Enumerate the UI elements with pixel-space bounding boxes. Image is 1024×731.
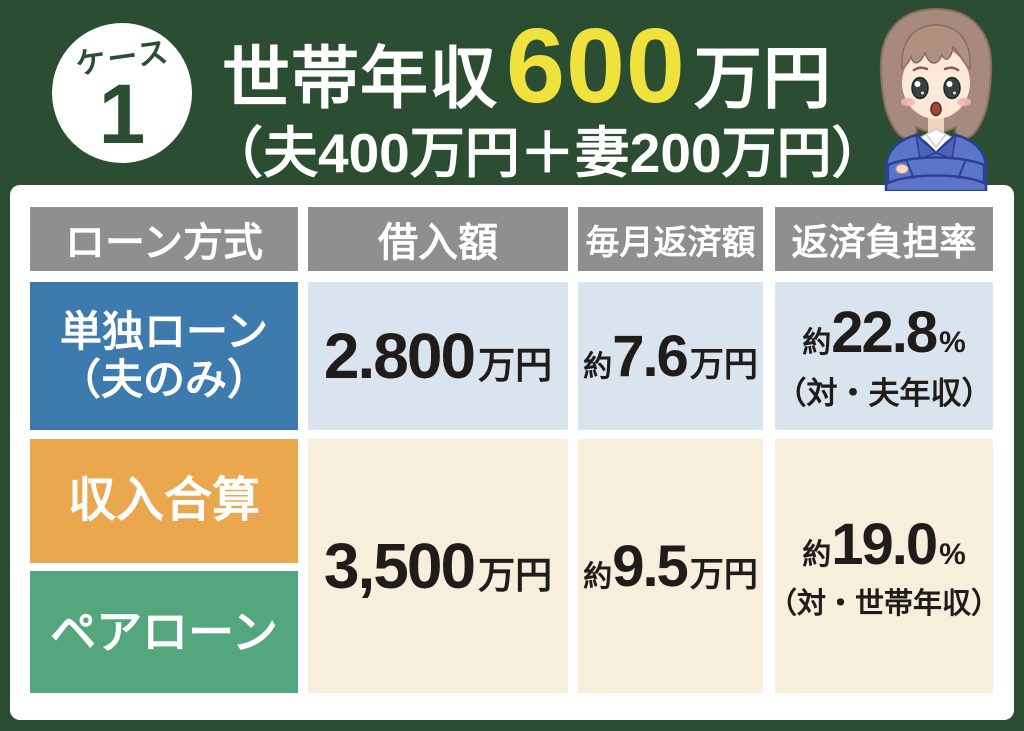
page-title: 世帯年収 600 万円 （夫400万円＋妻200万円）: [208, 6, 887, 188]
case-badge-number: 1: [98, 67, 146, 162]
column-header-borrowed-amount: 借入額: [308, 207, 568, 271]
case-badge: ケース 1: [52, 23, 192, 163]
merged-ratio-note: （対・世帯年収）: [768, 587, 1001, 620]
single-loan-borrowed-amount: 2.800 万円: [308, 282, 568, 430]
title-subtitle: （夫400万円＋妻200万円）: [208, 122, 887, 184]
column-header-repayment-ratio: 返済負担率: [775, 207, 993, 271]
case-badge-label: ケース: [73, 35, 172, 82]
title-unit: 万円: [693, 41, 832, 117]
mascot-eye-left: [911, 76, 929, 100]
merged-monthly-value: 9.5: [612, 533, 689, 599]
title-amount-highlight: 600: [506, 7, 686, 125]
single-loan-label-line2: （夫のみ）: [58, 356, 269, 403]
single-ratio-value: 22.8: [831, 300, 938, 365]
merged-borrow-unit: 万円: [478, 555, 553, 596]
merged-ratio-value: 19.0: [831, 511, 938, 577]
merged-ratio-percent-sign: %: [939, 537, 966, 571]
single-monthly-approx: 約: [583, 350, 613, 383]
single-loan-monthly-repayment: 約 7.6 万円: [578, 282, 763, 430]
single-loan-label-line1: 単独ローン: [60, 307, 268, 355]
column-header-loan-type: ローン方式: [30, 207, 298, 271]
pair-loan-label: ペアローン: [50, 605, 278, 658]
single-monthly-unit: 万円: [689, 345, 758, 384]
merged-monthly-unit: 万円: [689, 555, 758, 594]
single-ratio-percent-sign: %: [939, 326, 966, 359]
merged-borrow-value: 3,500: [323, 530, 476, 602]
row-label-combined-income: 収入合算: [30, 439, 298, 563]
merged-borrowed-amount: 3,500 万円: [308, 439, 568, 693]
mascot-mouth: [930, 101, 942, 117]
single-ratio-approx: 約: [802, 327, 832, 359]
mascot-face: [902, 47, 970, 119]
single-loan-repayment-ratio: 約 22.8 % （対・夫年収）: [775, 282, 993, 430]
single-borrow-value: 2.800: [323, 320, 476, 392]
single-borrow-unit: 万円: [478, 345, 553, 386]
title-main: 世帯年収 600 万円: [222, 6, 887, 125]
merged-monthly-repayment: 約 9.5 万円: [578, 439, 763, 693]
business-woman-illustration: [879, 7, 993, 191]
merged-ratio-approx: 約: [802, 538, 832, 571]
loan-comparison-table: ローン方式 借入額 毎月返済額 返済負担率 単独ローン （夫のみ） 2.800 …: [10, 185, 1014, 720]
row-label-pair-loan: ペアローン: [30, 571, 298, 693]
mascot-bangs: [901, 24, 971, 71]
column-header-monthly-repayment: 毎月返済額: [578, 207, 763, 271]
title-lead: 世帯年収: [222, 41, 499, 117]
single-ratio-note: （対・夫年収）: [775, 376, 993, 411]
single-monthly-value: 7.6: [612, 323, 689, 389]
merged-repayment-ratio: 約 19.0 % （対・世帯年収）: [768, 439, 1000, 693]
combined-income-label: 収入合算: [67, 474, 260, 528]
mascot-eye-right: [943, 76, 961, 100]
merged-monthly-approx: 約: [583, 560, 613, 593]
row-label-single-loan: 単独ローン （夫のみ）: [30, 282, 298, 430]
